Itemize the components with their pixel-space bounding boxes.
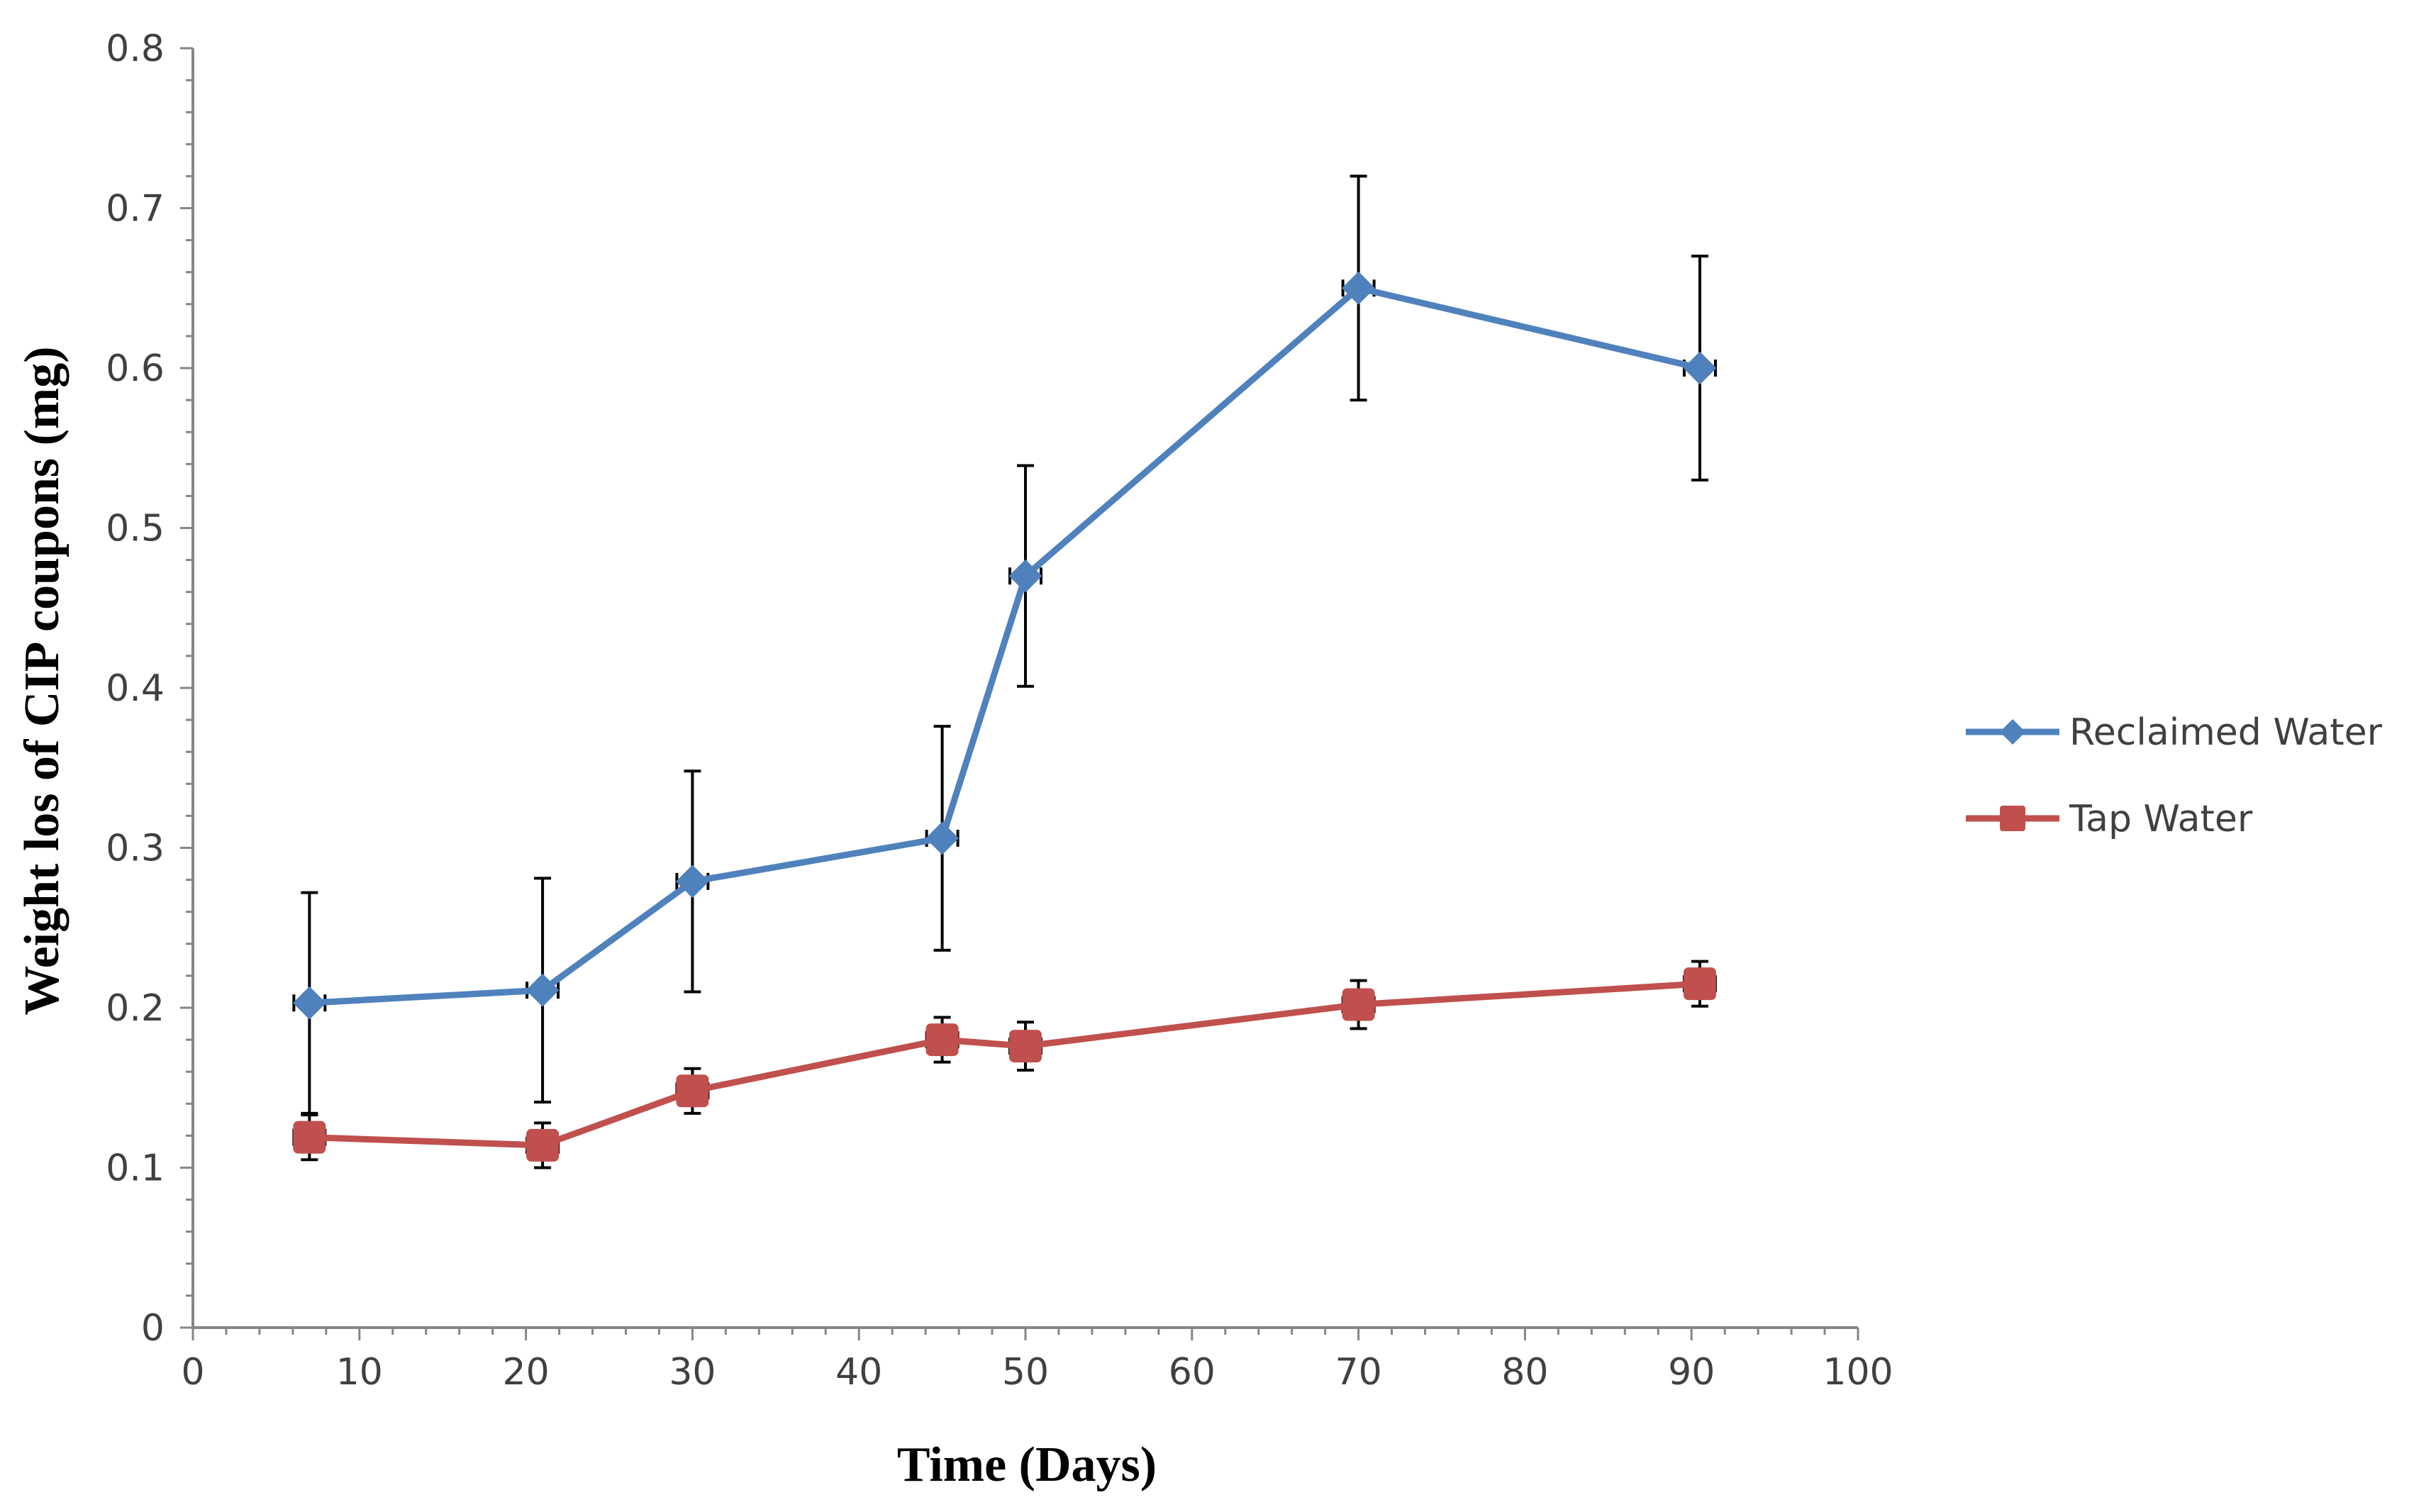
tap-water-point: [293, 1121, 326, 1154]
y-tick-label: 0.6: [106, 348, 165, 390]
x-tick-label: 50: [1002, 1351, 1049, 1394]
y-tick-label: 0.5: [106, 508, 165, 550]
reclaimed-water-point: [525, 973, 560, 1007]
legend-tap-water-label: Tap Water: [2069, 798, 2253, 840]
tap-water-point: [676, 1074, 709, 1108]
tap-water-point: [1009, 1030, 1042, 1063]
x-tick-label: 40: [835, 1351, 882, 1394]
legend-reclaimed-water-marker: [2000, 719, 2025, 745]
legend-reclaimed-water-label: Reclaimed Water: [2069, 711, 2383, 754]
legend-tap-water-marker: [2000, 806, 2025, 831]
reclaimed-water-line: [309, 284, 1701, 1006]
tap-water-point: [1683, 967, 1716, 1001]
axes: 0 0.1 0.2 0.3 0.4 0.5 0.6 0.7 0.8 0 10 20 30 40 50 60 70…: [106, 28, 1893, 1394]
tap-water-point: [1342, 988, 1375, 1021]
x-tick-label: 80: [1501, 1351, 1548, 1394]
x-tick-label: 20: [503, 1351, 550, 1394]
y-axis-title: Weight los of CIP coupons (mg): [15, 346, 69, 1015]
tap-water-line: [309, 980, 1701, 1149]
y-tick-label: 0.4: [106, 667, 165, 710]
reclaimed-water-point: [925, 821, 960, 855]
x-tick-label: 10: [336, 1351, 383, 1394]
reclaimed-water-point: [292, 986, 326, 1020]
x-axis-title: Time (Days): [897, 1438, 1157, 1492]
y-tick-label: 0.2: [106, 987, 165, 1030]
series-lines: [309, 284, 1701, 1149]
legend: Reclaimed Water Tap Water: [1966, 711, 2383, 840]
y-tick-label: 0: [141, 1307, 165, 1350]
x-tick-label: 60: [1169, 1351, 1216, 1394]
reclaimed-water-point: [1683, 351, 1717, 385]
reclaimed-water-point: [1008, 559, 1042, 593]
x-tick-label: 70: [1335, 1351, 1382, 1394]
y-tick-label: 0.8: [106, 28, 165, 70]
y-tick-label: 0.3: [106, 828, 165, 870]
reclaimed-water-point: [675, 865, 709, 899]
x-tick-label: 90: [1668, 1351, 1715, 1394]
y-tick-label: 0.1: [106, 1147, 165, 1190]
x-tick-label: 30: [669, 1351, 716, 1394]
x-tick-label: 100: [1823, 1351, 1893, 1394]
tap-water-point: [925, 1023, 959, 1057]
reclaimed-water-point: [1342, 271, 1376, 305]
series-markers: [292, 271, 1717, 1162]
tap-water-point: [526, 1128, 560, 1162]
y-tick-label: 0.7: [106, 188, 165, 230]
x-tick-label: 0: [181, 1351, 204, 1394]
